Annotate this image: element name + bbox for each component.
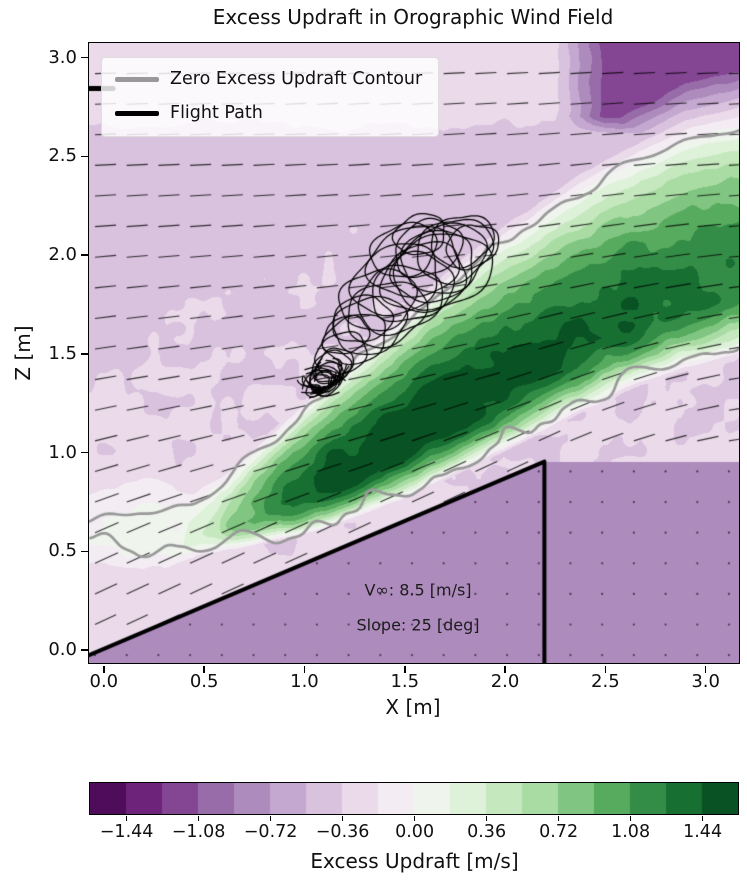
colorbar-tick-label: 0.36 [467,822,507,842]
x-tick-label: 3.0 [691,671,720,692]
colorbar-tick-mark [629,816,632,822]
y-tick-mark [81,254,88,256]
colorbar-tick-mark [125,816,128,822]
y-tick-mark [81,649,88,651]
x-tick-label: 1.0 [290,671,319,692]
x-tick-label: 2.5 [591,671,620,692]
y-tick-mark [81,451,88,454]
legend: Zero Excess Updraft Contour Flight Path [101,57,440,137]
zero-contour-line-swatch [115,76,159,82]
x-tick-label: 0.0 [89,671,119,692]
y-tick-mark [81,550,88,552]
flight-path-line-swatch [115,110,159,116]
x-tick-mark [203,665,205,673]
chart-title: Excess Updraft in Orographic Wind Field [212,5,614,29]
x-tick-mark [604,665,607,673]
annotation-freestream-velocity: V∞: 8.5 [m/s] [364,580,472,600]
legend-item-flight-path: Flight Path [115,103,422,123]
colorbar-tick-label: −0.36 [315,822,370,842]
colorbar-tick-mark [269,816,272,822]
y-tick-mark [81,155,88,158]
x-tick-mark [303,665,306,673]
colorbar-tick-label: −1.44 [99,822,154,842]
y-tick-label: 2.0 [48,244,77,266]
x-tick-label: 0.5 [189,671,219,692]
colorbar [89,782,739,815]
x-tick-label: 2.0 [490,671,520,692]
y-tick-label: 0.5 [48,540,77,562]
colorbar-tick-mark [413,816,416,822]
x-tick-mark [404,665,406,673]
x-tick-label: 1.5 [390,671,420,692]
colorbar-tick-label: −0.72 [243,822,298,842]
colorbar-tick-mark [341,816,344,822]
x-tick-mark [704,665,707,673]
y-tick-label: 0.0 [48,638,77,660]
colorbar-label: Excess Updraft [m/s] [310,849,519,873]
colorbar-tick-label: −1.08 [171,822,226,842]
colorbar-tick-mark [701,816,704,822]
colorbar-tick-mark [485,816,488,822]
contour-field-canvas [89,43,739,663]
plot-area: Zero Excess Updraft Contour Flight Path … [88,42,740,664]
colorbar-tick-label: 1.08 [611,822,651,842]
y-tick-label: 3.0 [48,46,77,68]
y-tick-mark [81,56,88,59]
y-tick-label: 1.0 [48,441,77,463]
colorbar-gradient [90,783,738,814]
colorbar-tick-mark [197,816,200,822]
x-tick-mark [103,665,105,673]
y-axis-label: Z [m] [11,325,35,381]
y-tick-label: 2.5 [48,145,77,167]
colorbar-tick-mark [557,816,560,822]
colorbar-tick-label: 0.00 [395,822,435,842]
annotation-slope-angle: Slope: 25 [deg] [356,615,480,635]
colorbar-tick-label: 0.72 [539,822,579,842]
colorbar-tick-label: 1.44 [683,822,723,842]
y-tick-label: 1.5 [48,342,77,364]
legend-label-flight-path: Flight Path [170,103,263,123]
y-tick-mark [81,353,88,355]
legend-item-zero-contour: Zero Excess Updraft Contour [115,69,422,89]
legend-label-zero-contour: Zero Excess Updraft Contour [170,69,423,89]
x-axis-label: X [m] [385,695,441,719]
x-tick-mark [504,665,506,673]
